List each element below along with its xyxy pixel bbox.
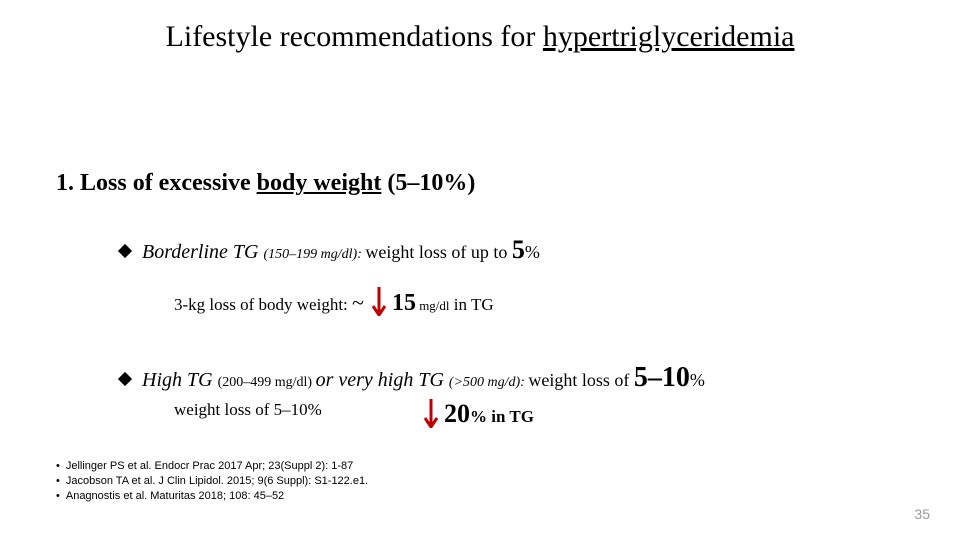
- bullet-high: High TG (200–499 mg/dl) or very high TG …: [120, 362, 705, 394]
- b2-tail: weight loss of: [528, 370, 634, 390]
- ref-2: Jacobson TA et al. J Clin Lipidol. 2015;…: [66, 475, 368, 487]
- ref-line: • Jacobson TA et al. J Clin Lipidol. 2015…: [56, 474, 368, 489]
- b1-label: Borderline TG: [142, 241, 263, 263]
- sub2r-tail: in TG: [487, 407, 534, 426]
- ref-line: • Jellinger PS et al. Endocr Prac 2017 Ap…: [56, 459, 368, 474]
- sub1-tilde: ~: [352, 290, 364, 315]
- b1-tail: weight loss of up to: [365, 242, 512, 262]
- bullet-dot-icon: •: [56, 490, 60, 502]
- sub-high-right: 20% in TG: [420, 398, 534, 433]
- bullet-dot-icon: •: [56, 460, 60, 472]
- sub-borderline: 3-kg loss of body weight: ~ 15 mg/dl in …: [174, 286, 494, 321]
- sub1-tail: in TG: [450, 295, 494, 314]
- sub2r-pct: %: [470, 407, 487, 426]
- sub1-val: 15: [392, 290, 416, 316]
- ref-1: Jellinger PS et al. Endocr Prac 2017 Apr…: [66, 460, 353, 472]
- b2-label: High TG: [142, 369, 218, 391]
- title-prefix: Lifestyle recommendations for: [166, 20, 543, 53]
- page-number: 35: [914, 506, 930, 522]
- sub2-lead: weight loss of 5–10%: [174, 400, 322, 419]
- down-arrow-icon: [372, 286, 386, 321]
- slide-root: Lifestyle recommendations for hypertrigl…: [0, 0, 960, 540]
- b1-range: (150–199 mg/dl):: [263, 247, 365, 262]
- sub1-unit: mg/dl: [416, 298, 450, 313]
- diamond-icon: [118, 372, 132, 386]
- bullet-dot-icon: •: [56, 475, 60, 487]
- sub1-lead: 3-kg loss of body weight:: [174, 295, 352, 314]
- section-underlined: body weight: [257, 170, 382, 196]
- b1-big: 5: [512, 235, 525, 264]
- ref-3: Anagnostis et al. Maturitas 2018; 108: 4…: [66, 490, 284, 502]
- b2-mid: or very high TG: [316, 369, 449, 391]
- references: • Jellinger PS et al. Endocr Prac 2017 Ap…: [56, 459, 368, 504]
- section-prefix: 1. Loss of excessive: [56, 170, 257, 196]
- down-arrow-icon: [424, 398, 438, 433]
- sub-high-left: weight loss of 5–10%: [174, 400, 322, 420]
- b1-pct: %: [525, 242, 540, 262]
- b2-big: 5–10: [634, 362, 690, 393]
- b2-pct: %: [690, 370, 705, 390]
- slide-title: Lifestyle recommendations for hypertrigl…: [0, 20, 960, 54]
- b2-range: (200–499 mg/dl): [218, 375, 316, 390]
- section-suffix: (5–10%): [381, 170, 475, 196]
- diamond-icon: [118, 244, 132, 258]
- bullet-borderline: Borderline TG (150–199 mg/dl): weight lo…: [120, 235, 540, 265]
- b2-range2: (>500 mg/d):: [449, 375, 528, 390]
- section-heading: 1. Loss of excessive body weight (5–10%): [56, 170, 475, 197]
- sub2r-val: 20: [444, 399, 470, 428]
- ref-line: • Anagnostis et al. Maturitas 2018; 108: …: [56, 489, 368, 504]
- title-underlined: hypertriglyceridemia: [543, 20, 795, 53]
